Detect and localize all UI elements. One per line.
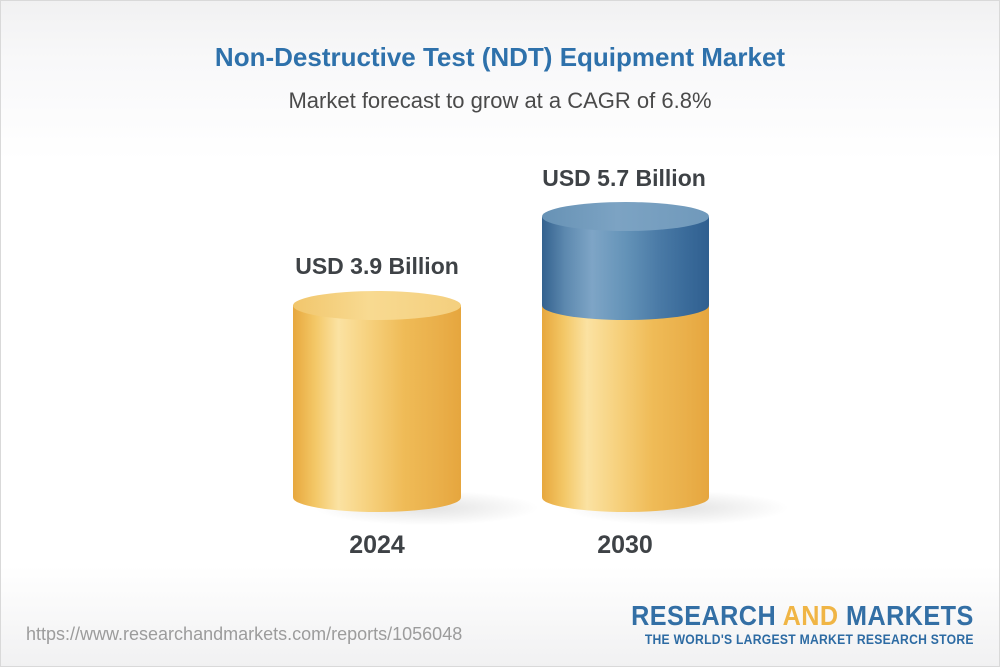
brand-logo-and: AND (782, 600, 839, 631)
category-label-2024: 2024 (349, 531, 405, 559)
subtitle: Market forecast to grow at a CAGR of 6.8… (288, 88, 712, 113)
brand-logo-markets: MARKETS (846, 600, 974, 631)
brand-logo-wordmark: RESEARCH AND MARKETS (631, 601, 974, 630)
brand-logo-research: RESEARCH (631, 600, 777, 631)
brand-logo-tagline: THE WORLD'S LARGEST MARKET RESEARCH STOR… (645, 632, 974, 648)
value-label-2030: USD 5.7 Billion (542, 165, 706, 191)
page-title: Non-Destructive Test (NDT) Equipment Mar… (214, 42, 786, 72)
cylinder-2030-growth (542, 202, 709, 320)
cylinder-2030-growth-body (542, 216, 709, 306)
cylinder-2024 (293, 290, 461, 512)
category-label-2030: 2030 (597, 531, 653, 559)
source-url: https://www.researchandmarkets.com/repor… (26, 624, 463, 644)
cylinder-2024-top-cap (293, 290, 461, 320)
value-label-2024: USD 3.9 Billion (295, 253, 459, 279)
cylinder-2030-base-body (542, 305, 709, 497)
brand-logo: RESEARCH AND MARKETS THE WORLD'S LARGEST… (631, 601, 974, 648)
cylinder-2030-base (542, 305, 709, 512)
cylinder-2030-growth-top-cap (542, 202, 709, 232)
cylinder-2024-body (293, 305, 461, 497)
